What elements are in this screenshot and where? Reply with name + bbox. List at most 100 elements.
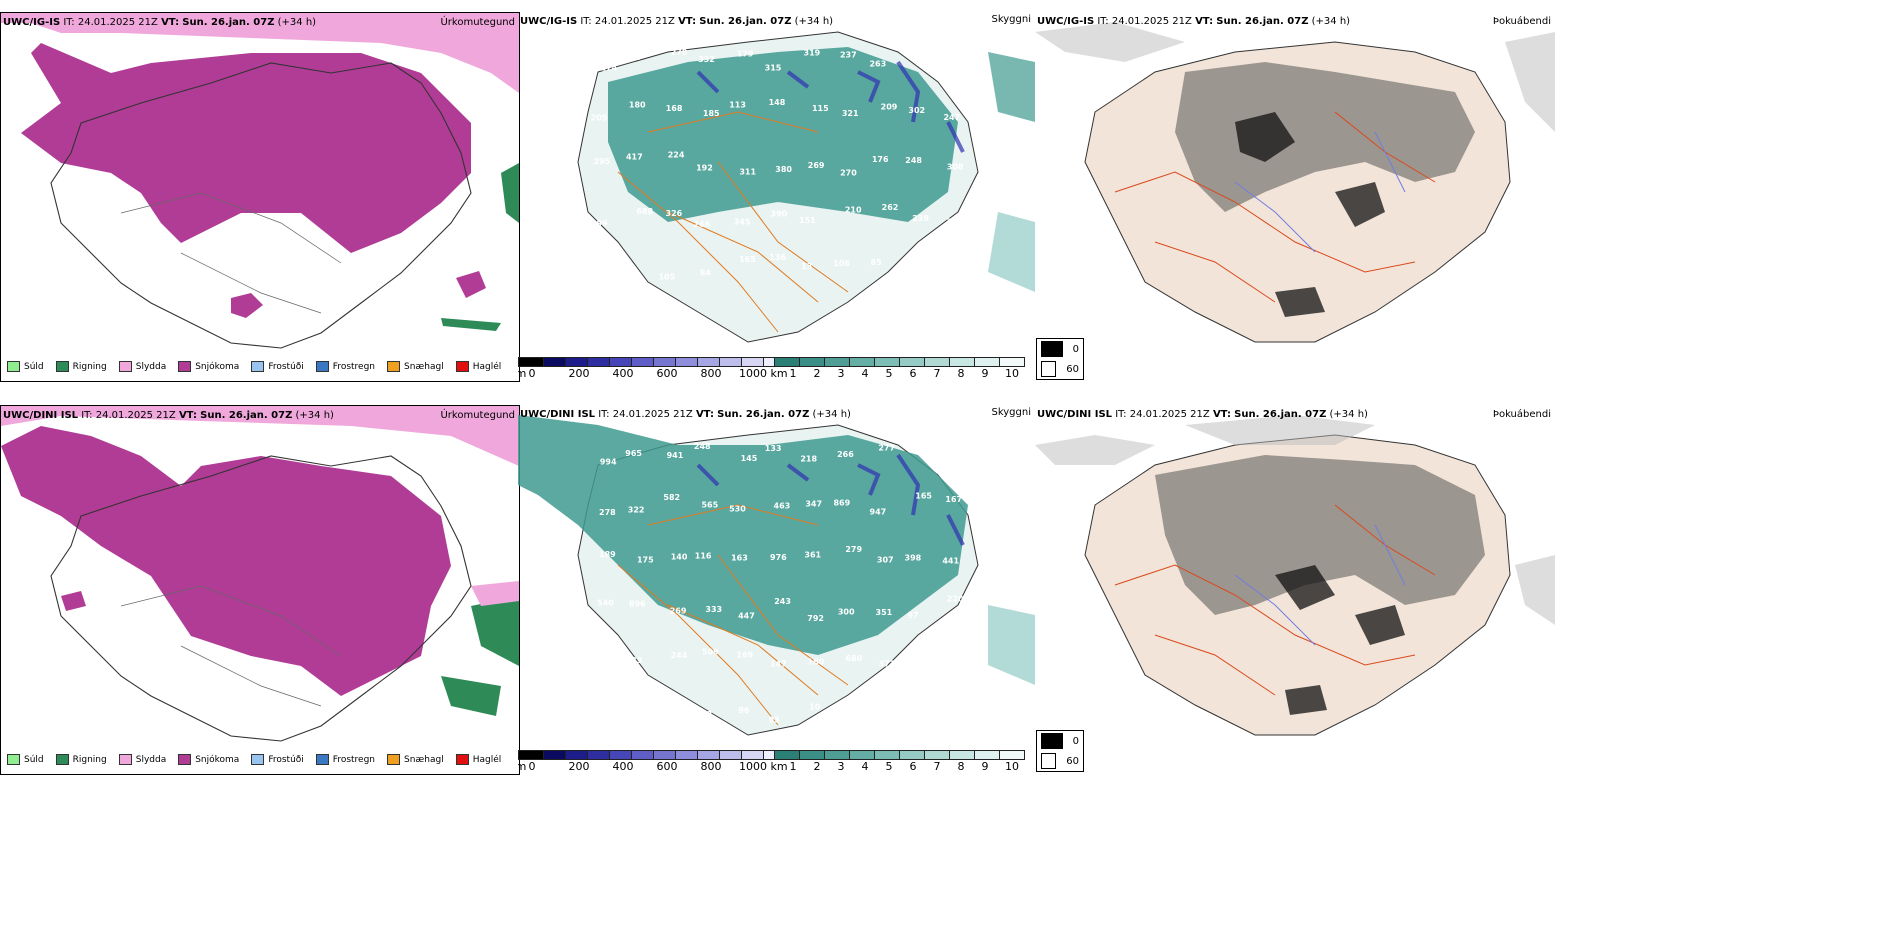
legend-item: Snjókoma (178, 361, 239, 372)
valid-time: Sun. 26.jan. 07Z (699, 16, 792, 27)
ceiling-label: 192 (696, 163, 713, 172)
ceiling-label: 168 (666, 104, 683, 113)
vis-cell (1000, 357, 1025, 367)
valid-time: Sun. 26.jan. 07Z (200, 410, 293, 421)
it-label: IT: (580, 16, 592, 27)
it-label: IT: (598, 409, 610, 420)
ceiling-label: 247 (943, 113, 960, 122)
ceiling-label: 398 (905, 554, 922, 563)
ceiling-label: 334 (624, 53, 641, 62)
model-name: UWC/IG-IS (1037, 16, 1095, 27)
ceiling-label: 372 (947, 217, 964, 226)
legend-swatch (7, 754, 20, 765)
cb-cell (518, 357, 544, 367)
model-name: UWC/IG-IS (520, 16, 578, 27)
vis-tick: 6 (909, 367, 917, 380)
init-time: 24.01.2025 21Z (612, 409, 693, 420)
ceiling-label: 302 (908, 106, 925, 115)
ceiling-label: 113 (729, 100, 746, 109)
init-time: 24.01.2025 21Z (95, 410, 176, 421)
ceiling-label: 237 (840, 51, 857, 60)
ceiling-label: 188 (591, 269, 608, 278)
ceiling-label: 136 (769, 253, 786, 262)
legend-swatch (251, 361, 265, 372)
fog-legend-item: 60 (1037, 359, 1083, 379)
cb-cell (676, 750, 698, 760)
ceiling-label: 279 (845, 545, 862, 554)
cb-tick: 800 (700, 760, 722, 773)
legend-label: Frostúði (268, 361, 304, 372)
precip-legend: Súld Rigning Slydda Snjókoma Frostúði Fr… (7, 361, 501, 372)
vis-tick: 5 (885, 367, 893, 380)
model-name: UWC/DINI ISL (520, 409, 596, 420)
precip-map-row2 (1, 406, 519, 742)
cb-cell (720, 357, 742, 367)
visibility-map-row1: 274 334 270 332 179 315 319 237 263 259 143 205 180 1… (577, 31, 1035, 343)
vt-label: VT: (178, 410, 197, 421)
ceiling-label: 84 (700, 269, 712, 278)
ceiling-label: 295 (594, 157, 611, 166)
fog-swatch (1041, 341, 1063, 357)
vt-label: VT: (1195, 16, 1214, 27)
it-label: IT: (63, 17, 75, 28)
legend-label: Haglél (472, 754, 502, 765)
ceiling-label: 941 (667, 451, 684, 460)
fog-legend-row2: 0 60 (1036, 730, 1084, 772)
ceiling-label: 277 (878, 444, 895, 453)
ceiling-label: 380 (775, 165, 792, 174)
init-time: 24.01.2025 21Z (77, 17, 158, 28)
ceiling-label: 286 (664, 706, 681, 715)
legend-swatch (118, 754, 132, 765)
cloudbase-cells (518, 357, 786, 367)
vis-tick: 2 (813, 760, 821, 773)
legend-item: Frostúði (251, 361, 304, 372)
ceiling-label: 115 (812, 104, 829, 113)
ceiling-label: 300 (838, 607, 855, 616)
cb-cell (698, 357, 720, 367)
vis-cell (825, 357, 850, 367)
map-title: UWC/IG-IS IT: 24.01.2025 21Z VT: Sun. 26… (520, 16, 833, 27)
ceiling-label: 458 (944, 653, 961, 662)
map-title: UWC/DINI ISL IT: 24.01.2025 21Z VT: Sun.… (520, 409, 851, 420)
model-name: UWC/DINI ISL (3, 410, 79, 421)
vis-tick: 9 (981, 367, 989, 380)
ceiling-label: 351 (876, 608, 893, 617)
ceiling-label: 98 (701, 710, 713, 719)
vis-tick: 4 (861, 367, 869, 380)
ceiling-label: 307 (877, 555, 894, 564)
vis-cell (950, 750, 975, 760)
legend-swatch (455, 754, 469, 765)
vis-cell (850, 750, 875, 760)
vis-tick: 1 (789, 760, 797, 773)
panel-fog-row1: UWC/IG-IS IT: 24.01.2025 21Z VT: Sun. 26… (1035, 12, 1555, 352)
vis-cell (774, 750, 800, 760)
it-label: IT: (81, 410, 93, 421)
cb-tick: 200 (568, 760, 590, 773)
vis-tick: 7 (933, 760, 941, 773)
legend-item: Haglél (455, 361, 501, 372)
legend-swatch (55, 361, 69, 372)
legend-label: Frostregn (332, 754, 376, 765)
vis-tick: 3 (837, 760, 845, 773)
ceiling-label: 315 (765, 64, 782, 73)
fog-legend-item: 0 (1037, 731, 1083, 751)
vis-cell (825, 750, 850, 760)
cb-cell (742, 357, 764, 367)
vis-tick: 10 (1005, 760, 1019, 773)
cb-cell (742, 750, 764, 760)
ceiling-label: 274 (600, 63, 617, 72)
ceiling-label: 994 (600, 458, 617, 467)
ceiling-label: 147 (770, 660, 787, 669)
precip-map-row1 (1, 13, 519, 349)
legend-swatch (455, 361, 469, 372)
product-name: Úrkomutegund (440, 17, 515, 28)
ceiling-label: 371 (879, 659, 896, 668)
ceiling-label: 180 (629, 101, 646, 110)
vis-cells (774, 750, 1025, 760)
legend-item: Rigning (55, 361, 107, 372)
ceiling-label: 259 (907, 51, 924, 60)
ceiling-label: 266 (694, 220, 711, 229)
vis-cell (875, 750, 900, 760)
ceiling-label: 263 (869, 59, 886, 68)
vis-cell (975, 750, 1000, 760)
